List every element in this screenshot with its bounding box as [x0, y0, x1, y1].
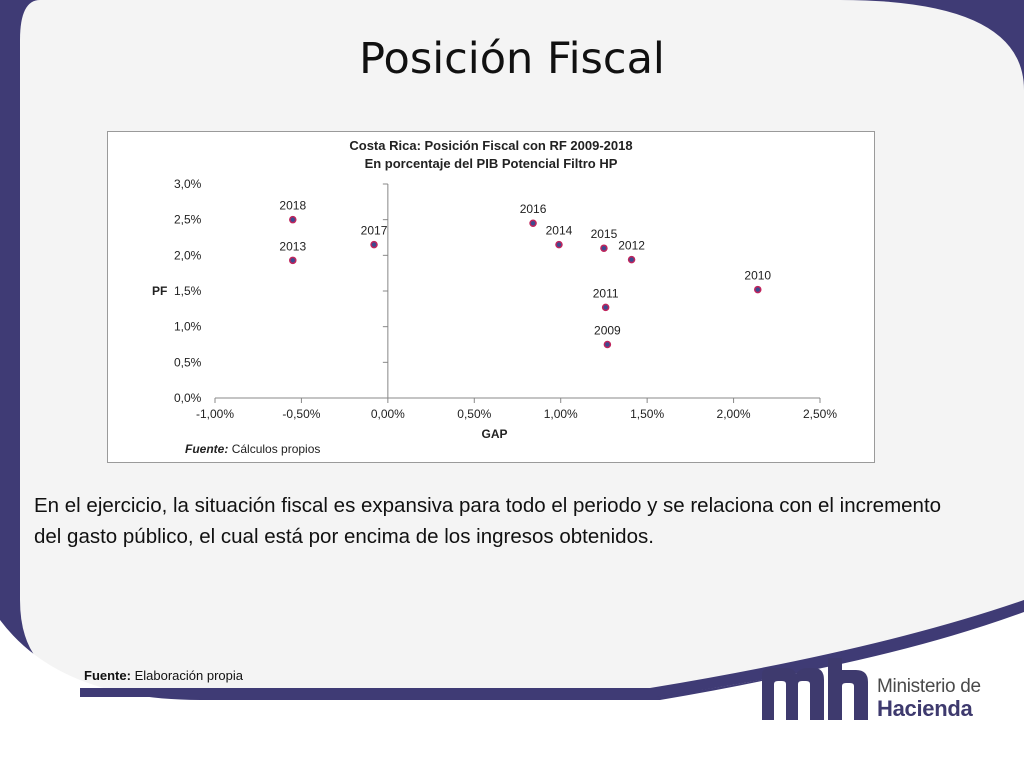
y-tick-label: 2,5% — [174, 213, 202, 227]
y-tick-label: 1,5% — [174, 284, 202, 298]
data-point-2015 — [600, 244, 608, 252]
data-point-2011 — [601, 303, 610, 312]
ministerio-hacienda-logo: Ministerio de Hacienda — [760, 656, 990, 726]
logo-line2: Hacienda — [877, 696, 973, 721]
y-axis-label: PF — [152, 284, 167, 298]
data-label-2016: 2016 — [520, 202, 547, 216]
bottom-white-area — [0, 600, 1024, 768]
chart-source-text: Cálculos propios — [231, 442, 321, 456]
x-tick-label: 2,50% — [803, 407, 837, 421]
page-title: Posición Fiscal — [359, 34, 665, 84]
data-point-2018 — [289, 215, 297, 224]
y-tick-label: 3,0% — [174, 177, 202, 191]
x-tick-label: 0,00% — [371, 407, 405, 421]
y-tick-label: 1,0% — [174, 320, 202, 334]
footer-source-label: Fuente: — [84, 668, 131, 683]
chart-title: Costa Rica: Posición Fiscal con RF 2009-… — [349, 138, 633, 153]
body-text: En el ejercicio, la situación fiscal es … — [34, 494, 942, 548]
footer-source: Fuente: Elaboración propia — [84, 668, 243, 683]
x-tick-label: 0,50% — [457, 407, 491, 421]
y-tick-label: 0,5% — [174, 355, 202, 369]
data-point-2014 — [555, 240, 563, 249]
chart-subtitle: En porcentaje del PIB Potencial Filtro H… — [364, 156, 618, 171]
y-tick-label: 0,0% — [174, 391, 202, 405]
data-point-2009 — [603, 340, 612, 349]
chart-title-block: Costa Rica: Posición Fiscal con RF 2009-… — [108, 137, 874, 173]
footer-source-text: Elaboración propia — [134, 668, 243, 683]
x-tick-label: 2,00% — [717, 407, 751, 421]
data-point-2017 — [370, 240, 378, 249]
data-label-2012: 2012 — [618, 239, 645, 253]
mh-logo-mark — [762, 658, 868, 720]
data-label-2011: 2011 — [593, 286, 619, 300]
data-label-2017: 2017 — [361, 224, 388, 238]
y-tick-label: 2,0% — [174, 248, 202, 262]
chart-source-label: Fuente: — [185, 442, 229, 456]
data-label-2013: 2013 — [279, 239, 306, 253]
footer-band — [80, 688, 660, 696]
chart-plot: -1,00% -0,50% 0,00% 0,50% 1,00% 1,50% 2,00% 2,5… — [152, 177, 837, 441]
x-axis-label: GAP — [482, 427, 508, 441]
x-tick-label: -0,50% — [282, 407, 320, 421]
data-label-2010: 2010 — [744, 269, 771, 283]
chart-source: Fuente: Cálculos propios — [185, 442, 320, 456]
data-label-2014: 2014 — [546, 224, 573, 238]
x-tick-label: -1,00% — [196, 407, 234, 421]
data-point-2012 — [627, 255, 636, 264]
data-label-2018: 2018 — [279, 199, 306, 213]
data-point-2016 — [529, 219, 537, 227]
data-label-2015: 2015 — [591, 227, 618, 241]
x-tick-label: 1,50% — [630, 407, 664, 421]
scatter-chart: -1,00% -0,50% 0,00% 0,50% 1,00% 1,50% 2,00% 2,5… — [107, 131, 875, 463]
x-tick-label: 1,00% — [544, 407, 578, 421]
data-point-2013 — [289, 256, 297, 265]
data-point-2010 — [754, 285, 762, 294]
data-label-2009: 2009 — [594, 324, 621, 338]
logo-line1: Ministerio de — [877, 676, 981, 697]
